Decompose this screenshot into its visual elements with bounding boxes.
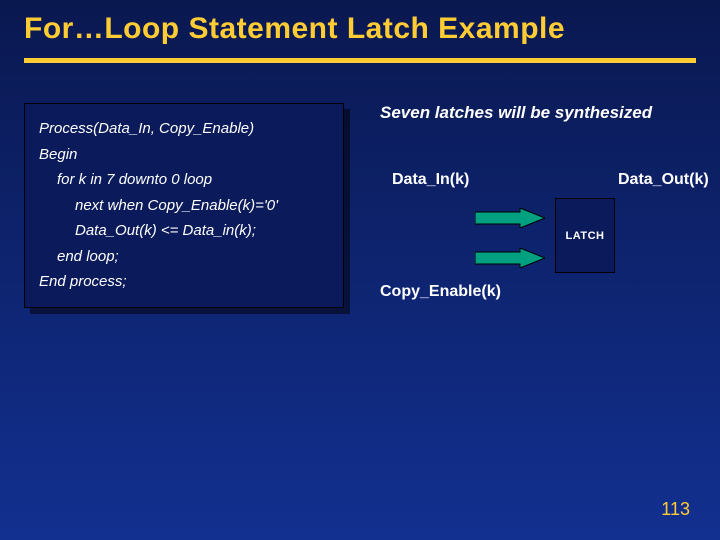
code-line: End process; bbox=[39, 269, 329, 295]
right-panel: Seven latches will be synthesized Data_I… bbox=[380, 103, 700, 313]
page-number: 113 bbox=[661, 499, 690, 520]
label-data-out: Data_Out(k) bbox=[618, 171, 709, 189]
latch-box: LATCH bbox=[555, 198, 615, 273]
subtitle: Seven latches will be synthesized bbox=[380, 103, 700, 123]
code-line: Process(Data_In, Copy_Enable) bbox=[39, 116, 329, 142]
arrow-icon bbox=[475, 208, 545, 228]
code-line: Begin bbox=[39, 142, 329, 168]
label-copy-enable: Copy_Enable(k) bbox=[380, 283, 501, 301]
code-line: for k in 7 downto 0 loop bbox=[39, 167, 329, 193]
arrow-icon bbox=[475, 248, 545, 268]
code-line: next when Copy_Enable(k)='0' bbox=[39, 193, 329, 219]
code-block: Process(Data_In, Copy_Enable) Begin for … bbox=[24, 103, 344, 308]
latch-label: LATCH bbox=[566, 230, 605, 242]
code-line: end loop; bbox=[39, 244, 329, 270]
page-title: For…Loop Statement Latch Example bbox=[24, 12, 696, 46]
label-data-in: Data_In(k) bbox=[392, 171, 469, 189]
latch-diagram: Data_In(k) Data_Out(k) LATCH Copy_Enable… bbox=[380, 153, 700, 313]
code-line: Data_Out(k) <= Data_in(k); bbox=[39, 218, 329, 244]
